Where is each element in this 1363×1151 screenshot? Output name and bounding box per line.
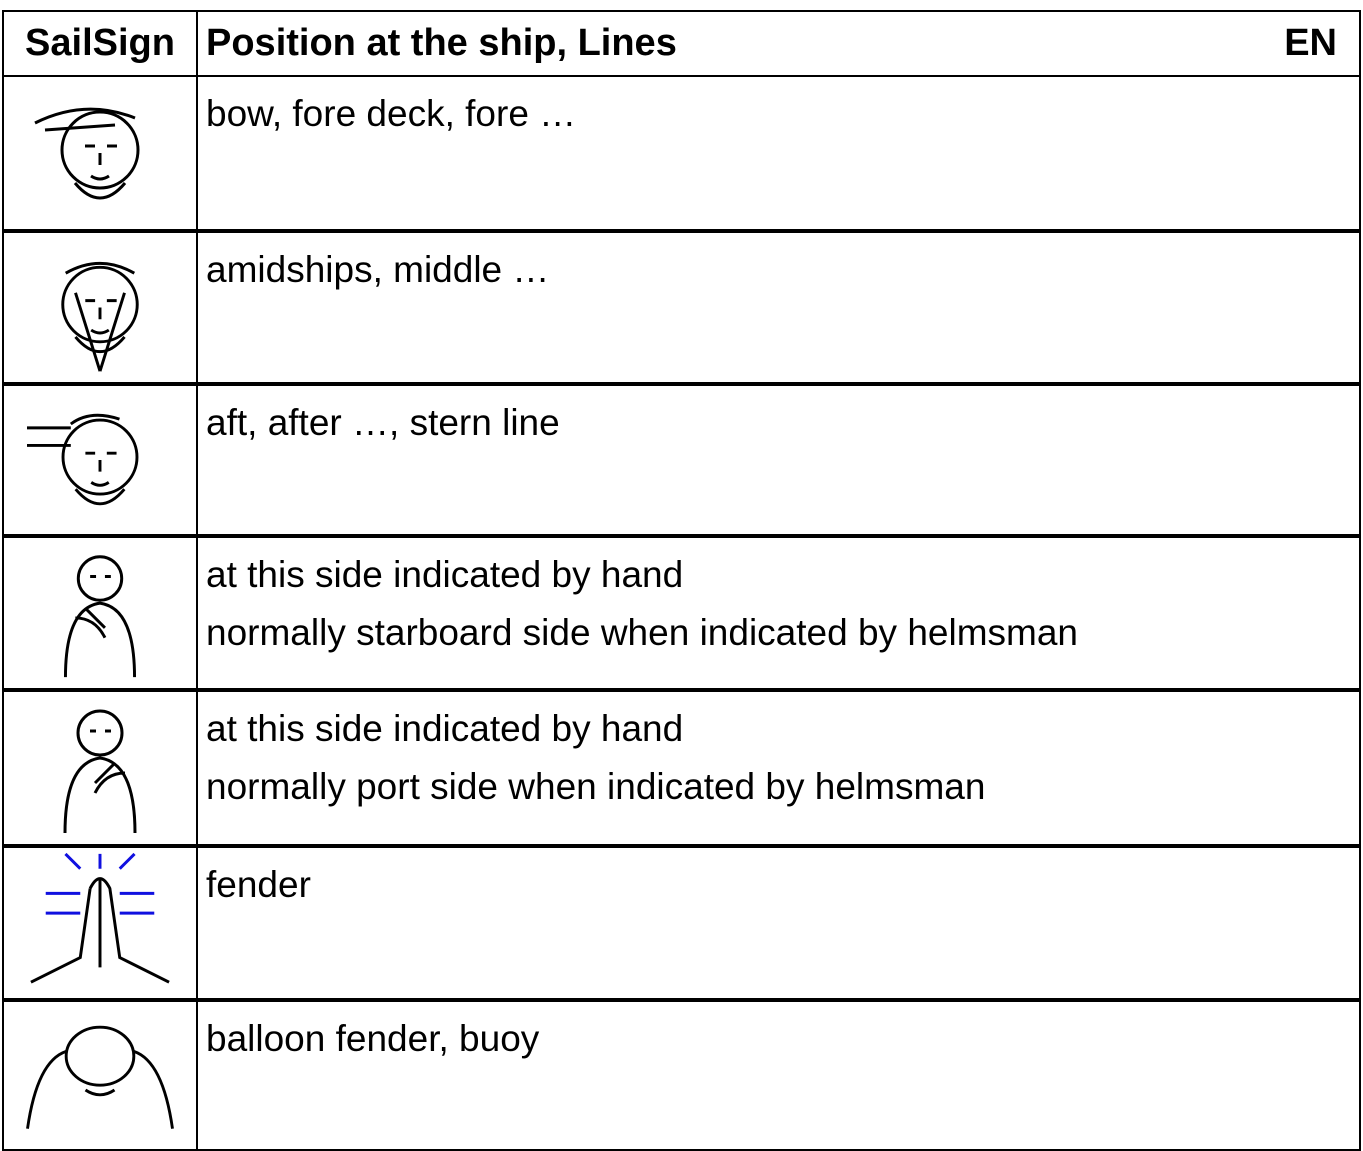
sign-cell	[2, 846, 198, 1000]
sign-icon	[30, 852, 170, 984]
header-lang: EN	[1284, 22, 1337, 64]
text-cell: balloon fender, buoy	[196, 1000, 1361, 1151]
sign-cell	[2, 690, 198, 846]
header-sign: SailSign	[2, 10, 198, 77]
sign-cell	[2, 384, 198, 536]
line-text: fender	[206, 864, 311, 905]
sign-cell	[2, 536, 198, 690]
text-cell: bow, fore deck, fore …	[196, 75, 1361, 231]
line-text: normally port side when indicated by hel…	[206, 766, 986, 807]
sign-cell	[2, 1000, 198, 1151]
header-title-text: Position at the ship, Lines	[206, 22, 677, 64]
line-text: normally starboard side when indicated b…	[206, 612, 1078, 653]
line-text: bow, fore deck, fore …	[206, 93, 577, 134]
sign-cell	[2, 231, 198, 384]
text-cell: at this side indicated by hand normally s…	[196, 536, 1361, 690]
sign-icon	[61, 262, 139, 372]
sign-icon	[27, 413, 139, 506]
line-text: at this side indicated by hand	[206, 708, 684, 749]
line-text: aft, after …, stern line	[206, 402, 560, 443]
line-text: amidships, middle …	[206, 249, 550, 290]
sign-icon	[63, 709, 137, 834]
text-cell: amidships, middle …	[196, 231, 1361, 384]
sign-cell	[2, 75, 198, 231]
header-title: Position at the ship, Lines EN	[196, 10, 1361, 77]
line-text: balloon fender, buoy	[206, 1018, 540, 1059]
sign-icon	[34, 107, 140, 200]
sign-icon	[26, 1025, 174, 1129]
sign-icon	[63, 555, 137, 678]
text-cell: aft, after …, stern line	[196, 384, 1361, 536]
text-cell: at this side indicated by hand normally p…	[196, 690, 1361, 846]
line-text: at this side indicated by hand	[206, 554, 684, 595]
text-cell: fender	[196, 846, 1361, 1000]
